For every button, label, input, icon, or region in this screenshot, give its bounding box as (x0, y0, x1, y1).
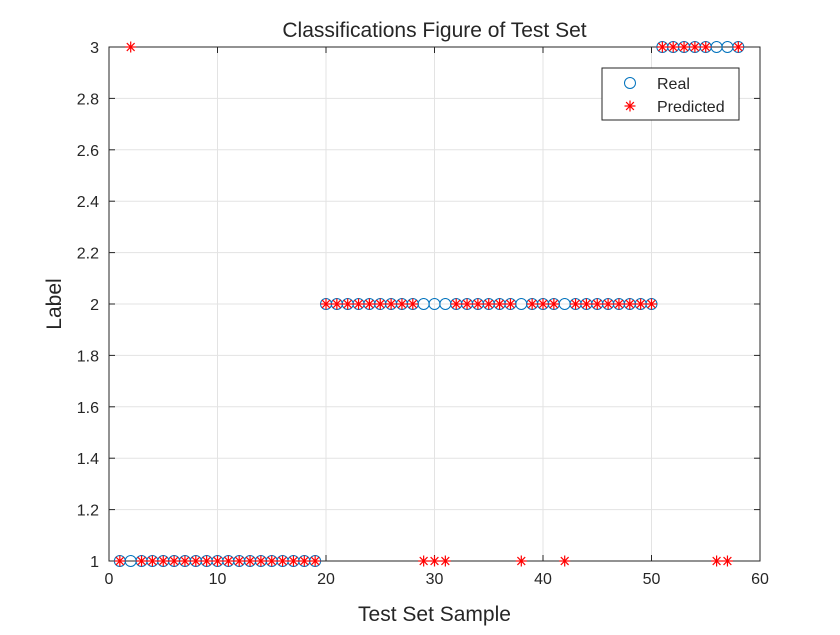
x-tick-label: 50 (643, 571, 661, 588)
x-axis-label: Test Set Sample (358, 603, 511, 626)
legend-circle-icon (624, 77, 636, 89)
legend: Real Predicted (601, 67, 740, 121)
point-predicted (646, 298, 657, 310)
chart-title: Classifications Figure of Test Set (282, 19, 586, 42)
point-predicted (190, 555, 202, 567)
point-predicted (157, 555, 169, 567)
point-predicted (656, 41, 668, 53)
point-predicted (136, 555, 148, 567)
x-tick-label: 20 (317, 571, 335, 588)
y-tick-label: 1.8 (77, 348, 99, 365)
y-tick-label: 2.6 (77, 143, 99, 160)
x-tick-label: 60 (751, 571, 769, 588)
point-predicted (309, 555, 321, 567)
point-predicted (570, 298, 582, 310)
y-tick-label: 3 (90, 40, 99, 57)
point-predicted (168, 555, 180, 567)
series-predicted (114, 41, 744, 567)
point-predicted (624, 298, 636, 310)
point-predicted (266, 555, 278, 567)
point-predicted (504, 298, 516, 310)
point-predicted (483, 298, 495, 310)
point-predicted (711, 555, 723, 567)
x-tick-label: 30 (426, 571, 444, 588)
x-axis-ticks: 0 10 20 30 40 50 60 (105, 47, 769, 588)
point-predicted (212, 555, 223, 567)
y-tick-label: 2 (90, 297, 99, 314)
point-predicted (537, 298, 549, 310)
point-predicted (331, 298, 343, 310)
point-predicted (461, 298, 473, 310)
point-predicted (700, 41, 712, 53)
point-predicted (689, 41, 701, 53)
point-predicted (450, 298, 462, 310)
point-predicted (559, 555, 571, 567)
legend-label-predicted: Predicted (657, 99, 725, 116)
data-marks (113, 41, 745, 567)
point-predicted (353, 298, 365, 310)
point-predicted (678, 41, 690, 53)
legend-marker-predicted (624, 100, 636, 112)
point-predicted (179, 555, 191, 567)
point-predicted (244, 555, 256, 567)
point-predicted (233, 555, 245, 567)
point-predicted (201, 555, 213, 567)
legend-box (601, 67, 740, 121)
point-predicted (732, 41, 744, 53)
point-predicted (125, 41, 137, 53)
point-predicted (667, 41, 679, 53)
point-predicted (580, 298, 592, 310)
point-predicted (526, 298, 538, 310)
point-predicted (277, 555, 289, 567)
x-tick-label: 0 (105, 571, 114, 588)
point-predicted (146, 555, 158, 567)
point-predicted (602, 298, 614, 310)
point-predicted (472, 298, 484, 310)
point-predicted (385, 298, 397, 310)
y-tick-label: 1.6 (77, 400, 99, 417)
point-predicted (407, 298, 419, 310)
point-predicted (515, 555, 527, 567)
y-tick-label: 1.4 (77, 451, 99, 468)
point-predicted (374, 298, 386, 310)
point-predicted (320, 298, 332, 310)
point-predicted (298, 555, 310, 567)
x-tick-label: 40 (534, 571, 552, 588)
legend-label-real: Real (657, 76, 690, 93)
y-axis-ticks: 1 1.2 1.4 1.6 1.8 2 2.2 2.4 2.6 2.8 3 (77, 40, 760, 571)
point-predicted (613, 298, 625, 310)
y-tick-label: 2.4 (77, 194, 99, 211)
point-predicted (396, 298, 408, 310)
point-predicted (255, 555, 267, 567)
point-predicted (418, 555, 430, 567)
y-tick-label: 1.2 (77, 503, 99, 520)
legend-marker-real (624, 77, 636, 89)
legend-asterisk-icon (624, 100, 636, 112)
x-tick-label: 10 (209, 571, 227, 588)
point-predicted (439, 555, 451, 567)
point-predicted (591, 298, 603, 310)
point-predicted (429, 555, 440, 567)
point-predicted (635, 298, 647, 310)
point-predicted (494, 298, 506, 310)
point-predicted (287, 555, 299, 567)
point-predicted (363, 298, 375, 310)
y-axis-label: Label (43, 278, 66, 329)
point-predicted (114, 555, 126, 567)
y-tick-label: 2.2 (77, 246, 99, 263)
y-tick-label: 2.8 (77, 91, 99, 108)
point-predicted (721, 555, 733, 567)
y-tick-label: 1 (90, 554, 99, 571)
point-predicted (342, 298, 354, 310)
point-predicted (222, 555, 234, 567)
point-predicted (548, 298, 560, 310)
